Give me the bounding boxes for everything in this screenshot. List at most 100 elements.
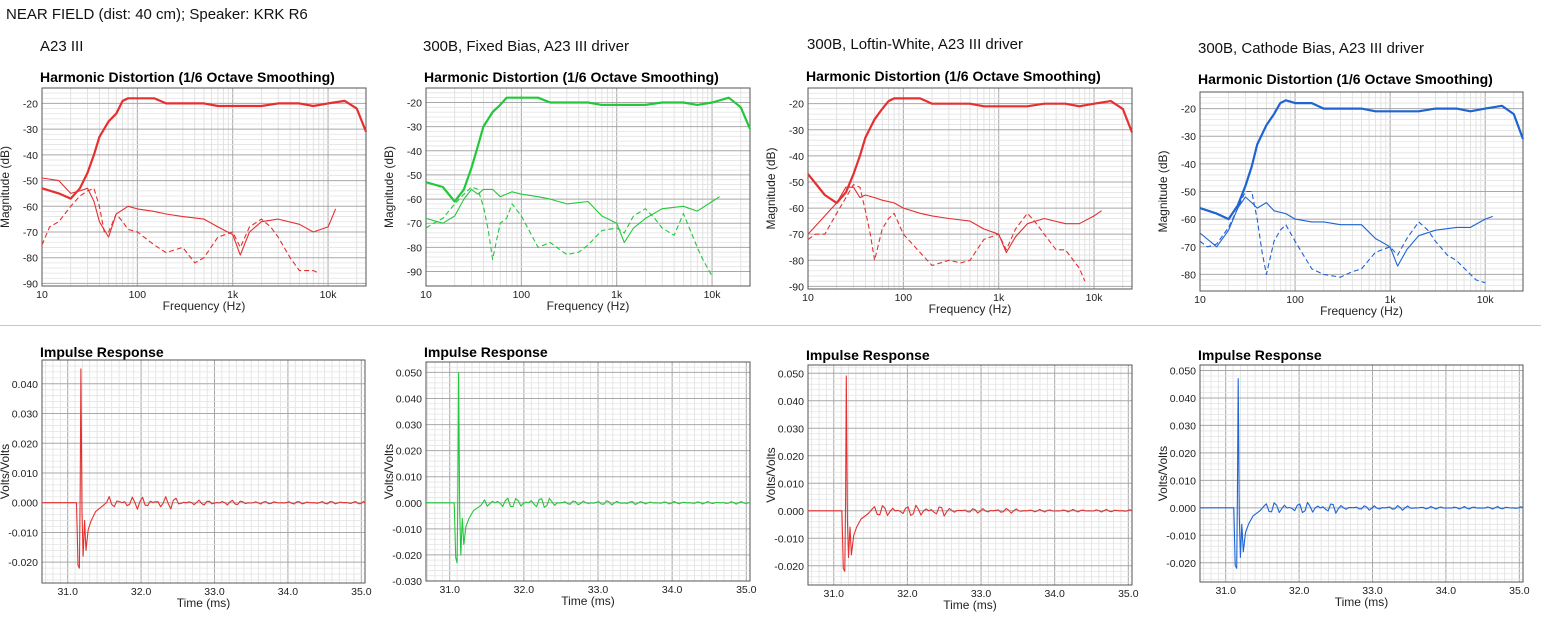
third-harmonic-line: [1199, 190, 1486, 284]
chart-distortion: Harmonic Distortion (1/6 Octave Smoothin…: [0, 69, 368, 313]
y-tick-label: -50: [23, 176, 38, 188]
x-tick-label: 1k: [993, 292, 1005, 304]
y-tick-label: -80: [789, 255, 804, 267]
x-tick-label: 34.0: [1436, 585, 1457, 597]
chart-title: Harmonic Distortion (1/6 Octave Smoothin…: [1198, 71, 1493, 87]
x-tick-label: 100: [895, 292, 913, 304]
y-tick-label: 0.040: [778, 396, 804, 408]
x-axis-label: Time (ms): [943, 598, 997, 612]
y-tick-label: 0.030: [12, 409, 38, 421]
y-tick-label: -80: [1181, 269, 1196, 281]
y-tick-label: -90: [407, 267, 422, 279]
y-tick-label: 0.020: [12, 438, 38, 450]
x-tick-label: 10k: [320, 289, 338, 301]
x-axis-label: Time (ms): [177, 596, 231, 610]
y-tick-label: 0.020: [778, 451, 804, 463]
grid: [426, 362, 750, 582]
y-tick-label: -50: [789, 177, 804, 189]
x-tick-label: 32.0: [897, 588, 918, 600]
x-tick-label: 33.0: [588, 584, 609, 596]
x-tick-label: 35.0: [736, 584, 757, 596]
y-tick-label: -20: [23, 98, 38, 110]
y-tick-label: -0.010: [1166, 530, 1196, 542]
second-harmonic-line: [41, 177, 337, 256]
y-tick-label: -70: [789, 229, 804, 241]
x-tick-label: 32.0: [131, 586, 152, 598]
y-tick-label: -20: [789, 99, 804, 111]
chart-title: Impulse Response: [424, 344, 548, 360]
x-tick-label: 1k: [227, 289, 239, 301]
grid: [41, 87, 366, 286]
y-tick-label: 0.010: [396, 472, 422, 484]
y-tick-label: 0.030: [396, 420, 422, 432]
chart-title: Impulse Response: [40, 344, 164, 360]
column-label: 300B, Fixed Bias, A23 III driver: [423, 38, 629, 55]
y-tick-label: 0.030: [1170, 420, 1196, 432]
chart-distortion: Harmonic Distortion (1/6 Octave Smoothin…: [764, 68, 1134, 316]
chart-title: Impulse Response: [1198, 347, 1322, 363]
y-tick-label: -0.020: [392, 550, 422, 562]
y-tick-label: 0.030: [778, 423, 804, 435]
grid: [42, 360, 365, 583]
x-tick-label: 34.0: [1044, 588, 1065, 600]
y-tick-label: -80: [407, 242, 422, 254]
y-tick-label: -90: [789, 281, 804, 293]
plot-frame: [807, 87, 1133, 290]
x-tick-label: 10k: [1477, 294, 1495, 306]
fundamental-series-line: [1199, 99, 1525, 221]
x-tick-label: 33.0: [971, 588, 992, 600]
y-tick-label: -30: [23, 124, 38, 136]
x-tick-label: 31.0: [1215, 585, 1236, 597]
y-tick-label: -50: [1181, 187, 1196, 199]
chart-distortion: Harmonic Distortion (1/6 Octave Smoothin…: [1156, 71, 1525, 318]
x-tick-label: 100: [513, 289, 531, 301]
x-tick-label: 10: [1194, 294, 1206, 306]
impulse-series-line: [808, 375, 1133, 572]
plot-frame: [425, 87, 751, 287]
y-tick-label: -40: [789, 151, 804, 163]
grid: [425, 87, 750, 286]
y-axis-label: Volts/Volts: [764, 447, 778, 502]
y-tick-label: 0.010: [778, 478, 804, 490]
y-tick-label: 0.040: [396, 394, 422, 406]
y-axis-label: Volts/Volts: [382, 444, 396, 499]
impulse-series-line: [1200, 378, 1524, 569]
x-tick-label: 34.0: [278, 586, 299, 598]
y-tick-label: -60: [407, 194, 422, 206]
chart-title: Harmonic Distortion (1/6 Octave Smoothin…: [424, 69, 719, 85]
chart-title: Harmonic Distortion (1/6 Octave Smoothin…: [40, 69, 335, 85]
chart-impulse: Impulse Response 31.0 32.0 33.0 34.0 35.0 0.05…: [382, 344, 757, 608]
y-tick-label: -30: [407, 122, 422, 134]
fundamental-series-line: [41, 97, 368, 200]
y-tick-label: -60: [789, 203, 804, 215]
x-tick-label: 10: [420, 289, 432, 301]
y-tick-label: 0.020: [1170, 448, 1196, 460]
y-tick-label: 0.010: [12, 468, 38, 480]
x-axis-label: Frequency (Hz): [163, 299, 246, 313]
y-tick-label: 0.020: [396, 446, 422, 458]
second-harmonic-line: [1199, 196, 1493, 267]
y-axis-label: Volts/Volts: [0, 444, 12, 499]
x-tick-label: 10: [802, 292, 814, 304]
x-axis-label: Frequency (Hz): [547, 299, 630, 313]
x-axis-label: Frequency (Hz): [1320, 304, 1403, 318]
x-tick-label: 31.0: [440, 584, 461, 596]
y-tick-label: -0.010: [774, 533, 804, 545]
chart-impulse: Impulse Response 31.0 32.0 33.0 34.0 35.0 0.04…: [0, 344, 372, 610]
second-harmonic-line: [807, 186, 1102, 254]
y-tick-label: -40: [23, 150, 38, 162]
plot-frame: [425, 361, 751, 582]
y-tick-label: -70: [23, 227, 38, 239]
third-harmonic-line: [425, 186, 713, 277]
y-tick-label: 0.000: [396, 498, 422, 510]
y-tick-label: 0.000: [1170, 503, 1196, 515]
y-tick-label: 0.050: [778, 368, 804, 380]
plot-frame: [1199, 91, 1524, 292]
x-tick-label: 10: [36, 289, 48, 301]
x-axis-label: Time (ms): [1335, 595, 1389, 609]
fundamental-series-line: [807, 97, 1134, 205]
chart-distortion: Harmonic Distortion (1/6 Octave Smoothin…: [382, 69, 752, 313]
x-tick-label: 31.0: [57, 586, 78, 598]
x-tick-label: 100: [129, 289, 147, 301]
y-axis-label: Volts/Volts: [1156, 446, 1170, 501]
